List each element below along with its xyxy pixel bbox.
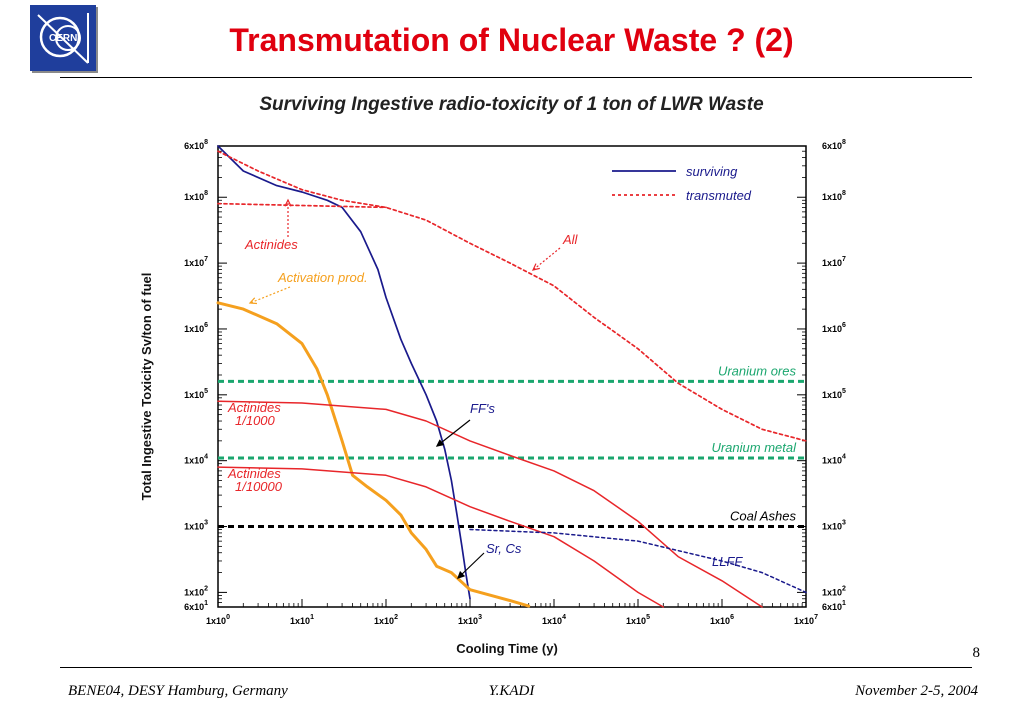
footer-left: BENE04, DESY Hamburg, Germany <box>68 683 288 699</box>
annotation-leader <box>436 419 471 447</box>
y-tick-label: 1x103 <box>184 520 208 532</box>
y-tick-label-right: 1x102 <box>822 585 846 597</box>
series-actinides-flat <box>217 202 387 209</box>
y-tick-label: 1x102 <box>184 585 208 597</box>
annotation-label: FF's <box>470 401 495 416</box>
annotation-arrowhead <box>457 571 465 579</box>
y-tick-label: 1x106 <box>184 322 208 334</box>
series-activation-products <box>216 301 531 608</box>
y-tick-label: 6x108 <box>184 139 208 151</box>
logo-text: CERN <box>49 33 77 44</box>
slide-title: Transmutation of Nuclear Waste ? (2) <box>229 22 794 58</box>
annotation-label: All <box>562 232 579 247</box>
x-tick-label: 1x106 <box>710 614 734 626</box>
x-tick-label: 1x105 <box>626 614 650 626</box>
annotation-label: Actinides 1/10000 <box>227 466 283 494</box>
y-tick-label: 1x105 <box>184 388 208 400</box>
series-actinides-1000 <box>217 400 763 608</box>
x-tick-label: 1x103 <box>458 614 482 626</box>
footer-center: Y.KADI <box>488 683 535 699</box>
chart-title: Surviving Ingestive radio-toxicity of 1 … <box>259 94 764 115</box>
y-tick-label-right: 1x108 <box>822 190 846 202</box>
annotation-leader <box>249 286 291 304</box>
series-all-transmuted <box>217 150 807 442</box>
annotation-arrowhead <box>248 297 258 305</box>
plot-frame <box>217 145 807 608</box>
y-tick-label: 1x104 <box>184 454 208 466</box>
annotation-label: Actinides 1/1000 <box>227 400 281 428</box>
x-tick-label: 1x101 <box>290 614 314 626</box>
cern-logo-emblem: CERN <box>37 13 89 64</box>
reference-line-label: Uranium metal <box>711 440 797 455</box>
x-tick-label: 1x107 <box>794 614 818 626</box>
annotation-label: Activation prod. <box>277 270 368 285</box>
x-tick-label: 1x102 <box>374 614 398 626</box>
annotation-leader <box>532 247 561 271</box>
title-divider <box>60 77 972 78</box>
cern-logo: CERN <box>30 5 96 71</box>
y-tick-label-right: 1x107 <box>822 256 846 268</box>
x-axis-label: Cooling Time (y) <box>456 641 558 656</box>
series-actinides-10000 <box>217 466 665 608</box>
page-number: 8 <box>972 645 981 661</box>
annotation-arrowhead <box>435 439 444 447</box>
x-tick-label: 1x100 <box>206 614 230 626</box>
series-llff <box>469 528 807 594</box>
legend-label: surviving <box>686 164 738 179</box>
annotation-arrowhead <box>531 263 540 271</box>
annotation-label: Sr, Cs <box>486 541 522 556</box>
y-tick-label: 1x108 <box>184 190 208 202</box>
y-tick-label-right: 6x101 <box>822 600 846 612</box>
y-tick-label-right: 1x105 <box>822 388 846 400</box>
y-tick-label-right: 1x103 <box>822 520 846 532</box>
series-all-surviving <box>217 145 471 600</box>
footer-divider <box>60 667 972 668</box>
reference-line-label: Coal Ashes <box>730 509 796 524</box>
y-axis-label: Total Ingestive Toxicity Sv/ton of fuel <box>139 273 154 501</box>
y-tick-label-right: 6x108 <box>822 139 846 151</box>
annotation-label: Actinides <box>244 237 298 252</box>
x-tick-label: 1x104 <box>542 614 566 626</box>
annotation-label: LLFF <box>712 554 743 569</box>
legend-label: transmuted <box>686 188 752 203</box>
y-tick-label: 6x101 <box>184 600 208 612</box>
y-tick-label-right: 1x104 <box>822 454 846 466</box>
y-tick-label: 1x107 <box>184 256 208 268</box>
y-tick-label-right: 1x106 <box>822 322 846 334</box>
footer-right: November 2-5, 2004 <box>855 683 978 699</box>
annotation-arrowhead <box>284 198 292 207</box>
reference-line-label: Uranium ores <box>718 363 797 378</box>
